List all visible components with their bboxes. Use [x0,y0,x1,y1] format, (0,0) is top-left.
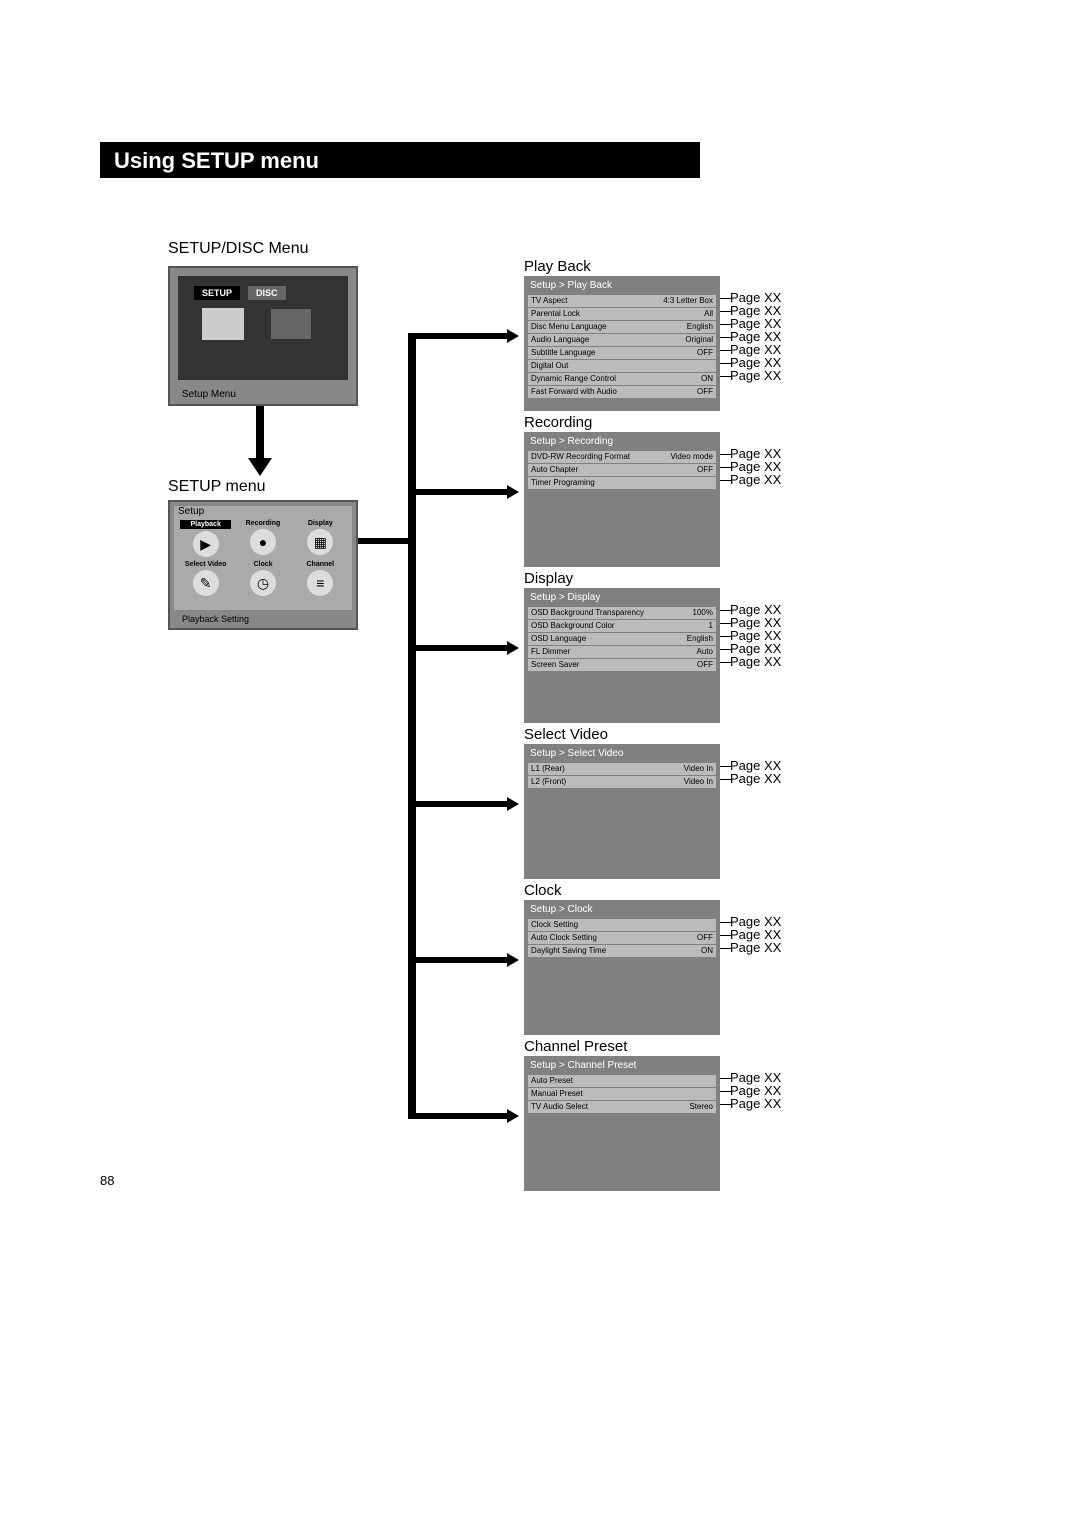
setup-icon-4: ◷ [250,570,276,596]
menu-row: Daylight Saving TimeON [528,945,716,957]
branch-hline [408,489,507,495]
tv-label-setup-menu: Setup Menu [182,389,236,400]
menu-breadcrumb-1: Setup > Recording [524,432,720,451]
setup-icon-5: ≡ [307,570,333,596]
tv-setup-panel: Setup Playback ▶ Recording ● Display ▦ Select V… [168,500,358,630]
setup-icon-3: ✎ [193,570,219,596]
branch-hline [408,645,507,651]
arrow-right-icon [507,485,519,499]
section-heading-2: Display [524,570,573,587]
menu-breadcrumb-3: Setup > Select Video [524,744,720,763]
arrow-down-icon [248,458,272,476]
menu-row: FL DimmerAuto [528,646,716,658]
arrow-right-icon [507,797,519,811]
setup-cell-playback: Playback [180,520,231,529]
page-title: Using SETUP menu [100,142,700,178]
arrow-right-icon [507,329,519,343]
menu-box-5: Setup > Channel PresetAuto PresetManual … [524,1056,720,1191]
menu-breadcrumb-2: Setup > Display [524,588,720,607]
menu-box-4: Setup > ClockClock SettingAuto Clock Set… [524,900,720,1035]
tab-disc: DISC [248,286,286,300]
connector-hline-main [358,538,414,544]
menu-row: L1 (Rear)Video In [528,763,716,775]
menu-box-3: Setup > Select VideoL1 (Rear)Video InL2 … [524,744,720,879]
menu-box-0: Setup > Play BackTV Aspect4:3 Letter Box… [524,276,720,411]
arrow-right-icon [507,641,519,655]
menu-row: Audio LanguageOriginal [528,334,716,346]
menu-breadcrumb-0: Setup > Play Back [524,276,720,295]
menu-row: OSD Background Transparency100% [528,607,716,619]
setup-disc-heading: SETUP/DISC Menu [168,240,308,258]
setup-icon-0: ▶ [193,531,219,557]
setup-menu-heading: SETUP menu [168,478,266,496]
menu-row: OSD Background Color1 [528,620,716,632]
setup-cell-recording: Recording [237,520,288,527]
branch-hline [408,801,507,807]
setup-cell-display: Display [295,520,346,527]
menu-row: TV Aspect4:3 Letter Box [528,295,716,307]
setup-footer: Playback Setting [182,614,249,624]
menu-row: Parental LockAll [528,308,716,320]
setup-header: Setup [178,506,204,517]
tv-setup-disc: SETUP DISC Setup Menu [168,266,358,406]
section-heading-4: Clock [524,882,562,899]
section-heading-1: Recording [524,414,592,431]
menu-row: Auto Preset [528,1075,716,1087]
menu-box-2: Setup > DisplayOSD Background Transparen… [524,588,720,723]
menu-row: Timer Programing [528,477,716,489]
branch-hline [408,333,507,339]
page-ref: Page XX [730,654,781,669]
section-heading-3: Select Video [524,726,608,743]
menu-row: Screen SaverOFF [528,659,716,671]
menu-box-1: Setup > RecordingDVD-RW Recording Format… [524,432,720,567]
menu-row: Dynamic Range ControlON [528,373,716,385]
section-heading-0: Play Back [524,258,591,275]
arrow-right-icon [507,953,519,967]
menu-row: Subtitle LanguageOFF [528,347,716,359]
menu-row: TV Audio SelectStereo [528,1101,716,1113]
setup-cell-clock: Clock [237,561,288,568]
menu-row: L2 (Front)Video In [528,776,716,788]
page-number: 88 [100,1173,114,1188]
page-ref: Page XX [730,1096,781,1111]
menu-breadcrumb-4: Setup > Clock [524,900,720,919]
menu-breadcrumb-5: Setup > Channel Preset [524,1056,720,1075]
menu-row: Clock Setting [528,919,716,931]
connector-vline-join [408,336,416,538]
page-ref: Page XX [730,940,781,955]
menu-row: Manual Preset [528,1088,716,1100]
menu-row: Digital Out [528,360,716,372]
page-ref: Page XX [730,368,781,383]
setup-cell-channel: Channel [295,561,346,568]
menu-row: DVD-RW Recording FormatVideo mode [528,451,716,463]
menu-row: Disc Menu LanguageEnglish [528,321,716,333]
menu-row: Auto Clock SettingOFF [528,932,716,944]
menu-row: Fast Forward with AudioOFF [528,386,716,398]
arrow-right-icon [507,1109,519,1123]
setup-icon-2: ▦ [307,529,333,555]
connector-vline [256,406,264,458]
section-heading-5: Channel Preset [524,1038,627,1055]
branch-hline [408,1113,507,1119]
menu-row: OSD LanguageEnglish [528,633,716,645]
tab-setup: SETUP [194,286,240,300]
menu-row: Auto ChapterOFF [528,464,716,476]
page-ref: Page XX [730,472,781,487]
setup-cell-select-video: Select Video [180,561,231,568]
setup-icon-1: ● [250,529,276,555]
page-ref: Page XX [730,771,781,786]
branch-hline [408,957,507,963]
